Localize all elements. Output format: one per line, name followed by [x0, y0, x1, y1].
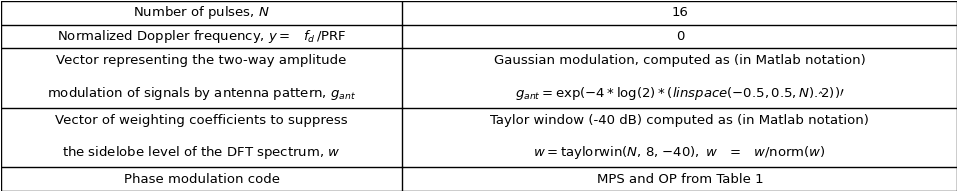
Text: 16: 16: [672, 6, 689, 19]
Text: Phase modulation code: Phase modulation code: [124, 173, 280, 186]
Text: Normalized Doppler frequency, $y =\;\;\; f_d\,$/PRF: Normalized Doppler frequency, $y =\;\;\;…: [57, 28, 347, 45]
Text: Taylor window (-40 dB) computed as (in Matlab notation)

$w=\mathrm{taylorwin}(N: Taylor window (-40 dB) computed as (in M…: [490, 114, 869, 161]
Text: 0: 0: [675, 30, 684, 43]
Text: Gaussian modulation, computed as (in Matlab notation)

$g_{ant}=\exp(-4*\log(2)*: Gaussian modulation, computed as (in Mat…: [494, 54, 866, 102]
Text: Vector of weighting coefficients to suppress

the sidelobe level of the DFT spec: Vector of weighting coefficients to supp…: [56, 114, 348, 161]
Text: Vector representing the two-way amplitude

modulation of signals by antenna patt: Vector representing the two-way amplitud…: [47, 54, 356, 102]
Text: Number of pulses, $N$: Number of pulses, $N$: [133, 4, 270, 21]
Text: MPS and OP from Table 1: MPS and OP from Table 1: [597, 173, 764, 186]
